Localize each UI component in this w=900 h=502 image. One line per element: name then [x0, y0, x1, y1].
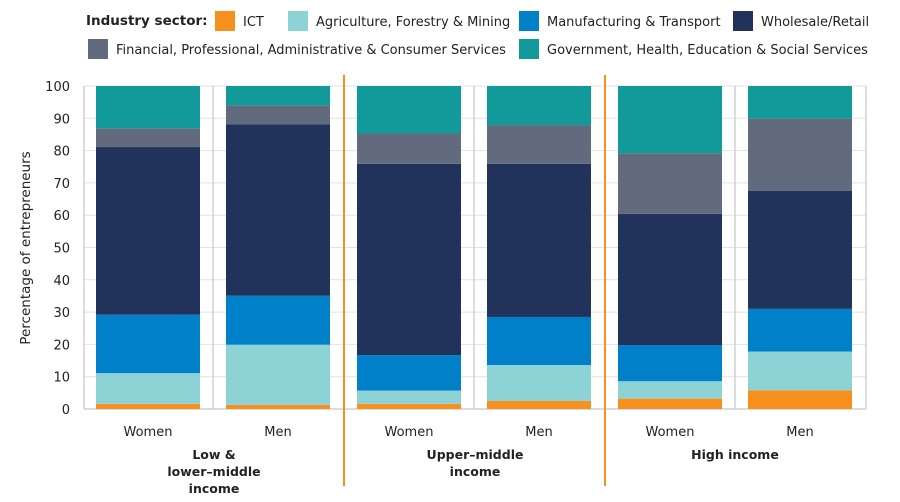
y-tick-label: 10	[53, 371, 70, 386]
bar-segment-ict	[96, 403, 200, 409]
bar-segment-financial-professional-administrative-consumer-services	[618, 153, 722, 214]
legend-label: Government, Health, Education & Social S…	[547, 43, 868, 58]
legend-label: ICT	[243, 15, 264, 30]
bar-segment-wholesale-retail	[96, 147, 200, 315]
bar-segment-manufacturing-transport	[357, 355, 461, 391]
y-tick-label: 40	[53, 274, 70, 289]
bar-segment-manufacturing-transport	[226, 295, 330, 345]
y-tick-label: 100	[45, 80, 70, 95]
x-category-label: Women	[385, 425, 434, 440]
y-tick-label: 60	[53, 209, 70, 224]
y-tick-label: 50	[53, 242, 70, 257]
group-label: Upper–middle	[427, 447, 524, 462]
bar-segment-government-health-education-social-services	[226, 86, 330, 106]
x-category-label: Men	[525, 425, 552, 440]
bar-segment-manufacturing-transport	[96, 314, 200, 374]
legend-swatch	[519, 39, 539, 59]
x-category-label: Men	[786, 425, 813, 440]
bar-segment-agriculture-forestry-mining	[487, 365, 591, 401]
legend-swatch	[215, 11, 235, 31]
bar-segment-ict	[487, 400, 591, 409]
bar-segment-manufacturing-transport	[748, 308, 852, 352]
legend-label: Wholesale/Retail	[761, 15, 869, 30]
group-label: High income	[691, 447, 779, 462]
group-label: income	[450, 464, 501, 479]
y-tick-label: 70	[53, 177, 70, 192]
bar-segment-wholesale-retail	[618, 213, 722, 346]
x-category-label: Women	[646, 425, 695, 440]
bar-segment-financial-professional-administrative-consumer-services	[96, 128, 200, 148]
legend-swatch	[88, 39, 108, 59]
bar-segment-ict	[357, 403, 461, 409]
bar-segment-government-health-education-social-services	[748, 86, 852, 119]
y-tick-label: 80	[53, 145, 70, 160]
x-category-label: Men	[264, 425, 291, 440]
group-label: lower–middle	[167, 464, 260, 479]
group-label: income	[189, 481, 240, 496]
bar-segment-ict	[618, 398, 722, 409]
legend-label: Agriculture, Forestry & Mining	[316, 15, 510, 30]
bar-segment-financial-professional-administrative-consumer-services	[487, 125, 591, 164]
legend-label: Manufacturing & Transport	[547, 15, 721, 30]
bar-segment-agriculture-forestry-mining	[748, 351, 852, 391]
bar-segment-wholesale-retail	[357, 163, 461, 356]
legend-label: Financial, Professional, Administrative …	[116, 43, 506, 58]
y-tick-label: 90	[53, 112, 70, 127]
bar-segment-manufacturing-transport	[618, 345, 722, 382]
bar-segment-government-health-education-social-services	[618, 86, 722, 154]
x-category-label: Women	[124, 425, 173, 440]
bar-segment-ict	[226, 404, 330, 409]
legend-title: Industry sector:	[86, 13, 208, 29]
y-tick-label: 20	[53, 338, 70, 353]
bar-segment-agriculture-forestry-mining	[357, 390, 461, 404]
group-label: Low &	[192, 447, 235, 462]
bar-segment-wholesale-retail	[487, 163, 591, 317]
bar-segment-government-health-education-social-services	[96, 86, 200, 129]
bar-segment-financial-professional-administrative-consumer-services	[748, 118, 852, 191]
y-tick-label: 0	[62, 403, 70, 418]
bar-segment-ict	[748, 390, 852, 409]
legend-swatch	[733, 11, 753, 31]
bar-segment-financial-professional-administrative-consumer-services	[226, 105, 330, 125]
bar-segment-wholesale-retail	[226, 124, 330, 296]
y-axis-label: Percentage of entrepreneurs	[18, 151, 34, 344]
legend-swatch	[288, 11, 308, 31]
bar-segment-wholesale-retail	[748, 190, 852, 309]
bar-segment-manufacturing-transport	[487, 316, 591, 366]
bar-segment-agriculture-forestry-mining	[226, 344, 330, 405]
bar-segment-financial-professional-administrative-consumer-services	[357, 133, 461, 164]
bar-segment-government-health-education-social-services	[357, 86, 461, 134]
bar-segment-agriculture-forestry-mining	[618, 381, 722, 399]
legend-swatch	[519, 11, 539, 31]
bar-segment-agriculture-forestry-mining	[96, 373, 200, 404]
bar-segment-government-health-education-social-services	[487, 86, 591, 126]
y-tick-label: 30	[53, 306, 70, 321]
